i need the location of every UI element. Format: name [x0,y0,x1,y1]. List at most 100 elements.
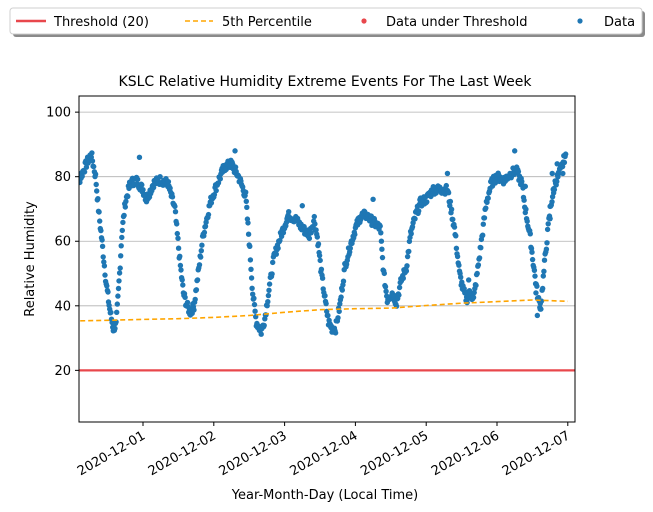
data-point [92,171,99,177]
data-point [534,312,541,319]
data-point [549,199,555,205]
data-point [521,197,527,203]
data-point [339,287,345,293]
data-point [118,243,124,249]
series-layer [72,148,575,372]
data-point [529,249,535,255]
data-point [120,219,126,226]
data-point [561,159,568,166]
data-point [247,257,254,263]
y-gridlines [79,111,575,371]
data-point [205,211,212,218]
data-point [522,183,529,190]
data-point [248,275,255,281]
data-point [83,164,90,170]
data-point [378,230,384,236]
data-point [559,163,566,170]
chart-title: KSLC Relative Humidity Extreme Events Fo… [119,74,533,90]
data-point [172,209,179,215]
data-point [483,205,489,211]
data-point [258,331,264,337]
x-tick-label: 2020-12-05 [358,428,431,479]
data-point [94,188,100,194]
data-point [179,277,185,283]
data-point [549,170,555,177]
legend-under-threshold-dot [361,18,367,24]
data-point [480,232,486,238]
data-point [251,295,257,301]
data-point [322,293,328,299]
data-point [116,270,123,276]
data-point [102,272,108,278]
data-point [470,294,477,301]
data-point [178,267,184,273]
data-point [104,283,110,289]
x-axis-ticks: 2020-12-012020-12-022020-12-032020-12-04… [75,422,573,479]
x-tick-label: 2020-12-02 [146,428,219,479]
data-point [108,309,114,316]
data-point [150,184,157,191]
data-point [475,262,482,268]
data-point [538,298,545,304]
x-tick-label: 2020-12-01 [75,428,148,479]
data-point [412,216,418,222]
data-point [232,148,238,154]
data-point [547,215,553,222]
data-point [196,262,203,268]
data-point [115,293,121,299]
data-point [448,206,455,212]
data-point [99,237,105,243]
data-point [201,229,208,236]
data-point [261,322,267,329]
data-point [454,253,461,260]
data-point [541,268,547,274]
y-tick-label: 40 [54,299,71,314]
data-point [532,273,538,279]
data-point [79,179,83,186]
data-point [544,226,551,233]
data-point [458,274,464,280]
data-point [545,221,551,227]
data-point [72,180,77,185]
data-point [323,300,329,307]
data-point [89,158,96,164]
data-point [119,234,125,241]
data-point [315,241,322,247]
data-point [445,190,452,196]
data-point [379,254,386,261]
data-point [157,174,163,180]
data-point [74,175,79,180]
data-point [117,265,123,271]
x-tick-label: 2020-12-07 [500,428,573,479]
data-point [167,185,173,191]
data-point [192,296,198,303]
data-point [347,245,353,251]
data-point [125,193,131,200]
data-point [515,168,522,175]
data-point [471,289,477,296]
data-point [114,309,120,315]
data-point [252,308,258,314]
x-tick-label: 2020-12-04 [287,428,360,479]
data-point [174,230,180,237]
data-point [194,277,201,283]
data-point [512,148,518,154]
data-point [352,231,358,238]
data-point [114,301,121,307]
data-point [523,206,529,212]
data-point [250,291,256,297]
data-point [400,275,406,281]
data-point [319,275,326,281]
plot-frame [78,95,576,423]
legend-box [9,7,643,35]
data-point [408,231,414,237]
data-point [404,263,410,269]
data-point [453,245,460,251]
data-point [540,285,546,292]
data-point [370,196,376,202]
data-point [122,204,128,210]
data-point [316,252,323,259]
data-point [266,281,273,287]
data-point [245,231,252,237]
